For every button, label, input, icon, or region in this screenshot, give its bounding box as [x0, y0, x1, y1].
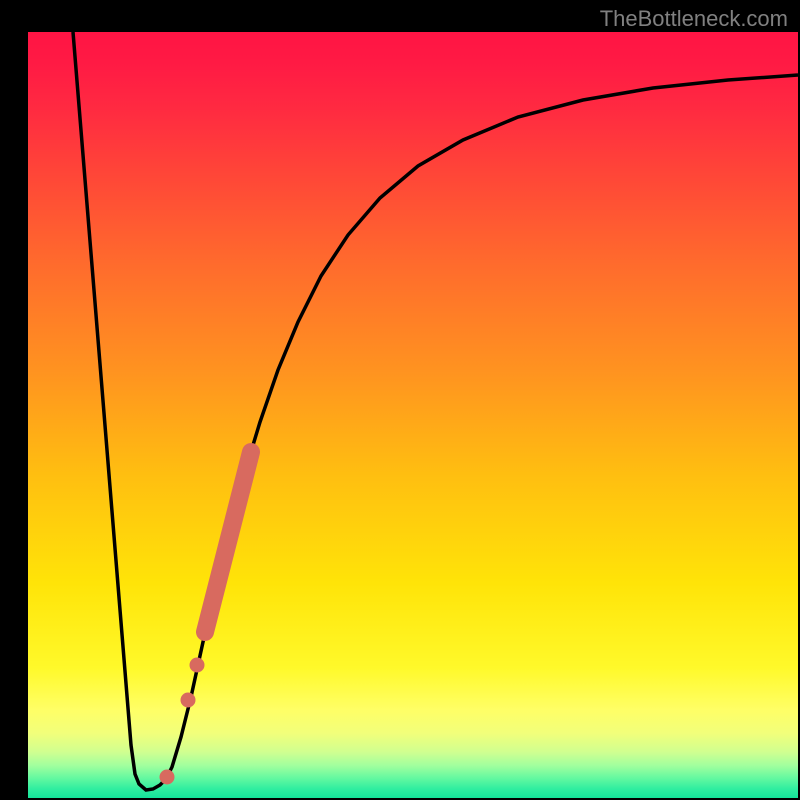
- marker-dot: [181, 693, 196, 708]
- marker-dot: [190, 658, 205, 673]
- watermark-text: TheBottleneck.com: [600, 6, 788, 32]
- marker-dots: [160, 658, 205, 785]
- chart-svg: [28, 32, 798, 798]
- marker-segment: [205, 452, 251, 632]
- marker-dot: [160, 770, 175, 785]
- bottleneck-curve: [73, 32, 798, 790]
- plot-area: [28, 32, 798, 798]
